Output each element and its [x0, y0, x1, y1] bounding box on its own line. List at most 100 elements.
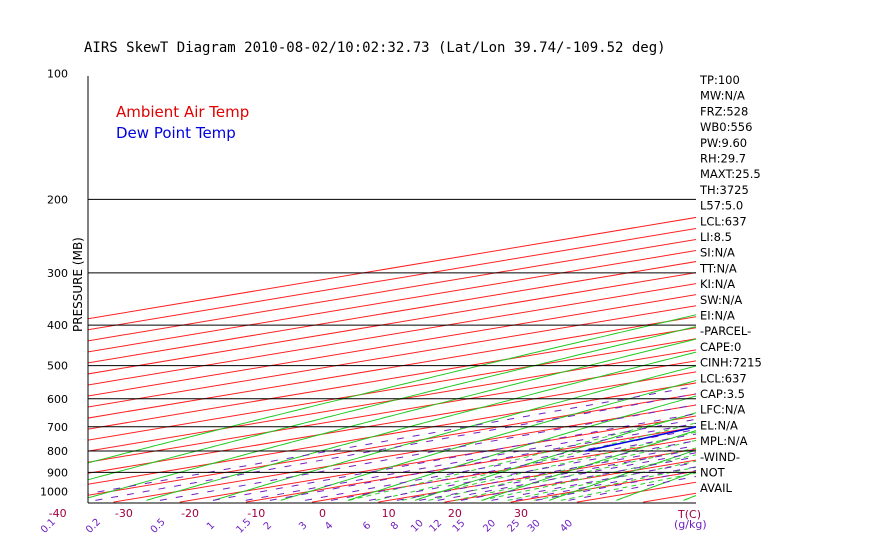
mixing-ratio-tick-label: 1: [205, 520, 217, 532]
legend-dew-point-temp: Dew Point Temp: [116, 124, 236, 142]
moist-adiabat-line: [401, 431, 696, 501]
ambient-air-temp-point: [759, 441, 760, 442]
mixing-ratio-line: [437, 452, 696, 501]
index-label: PW:9.60: [700, 136, 747, 150]
pressure-tick-label: 400: [47, 319, 68, 332]
mixing-ratio-tick-label: 8: [389, 520, 401, 532]
mixing-ratio-line: [491, 461, 696, 501]
dry-adiabat-line: [481, 430, 696, 501]
bottom-temp-tick-label: 10: [382, 507, 396, 520]
pressure-tick-label: 500: [47, 360, 68, 373]
isotherm-line: [88, 216, 696, 320]
mixing-ratio-unit: (g/kg): [674, 518, 707, 531]
isotherm-line: [179, 415, 696, 503]
mixing-ratio-tick-label: 6: [361, 520, 373, 532]
dry-adiabat-line: [751, 54, 870, 500]
bottom-temp-tick-label: -30: [115, 507, 133, 520]
dew-point-temp-point: [584, 450, 587, 452]
dry-adiabat-line: [414, 412, 696, 501]
dry-adiabat-line: [213, 365, 696, 501]
mixing-ratio-tick-label: 3: [297, 520, 309, 532]
mixing-ratio-line: [88, 385, 696, 495]
index-label: LI:8.5: [700, 230, 732, 244]
isotherm-line: [88, 338, 696, 441]
dry-adiabat-line: [280, 380, 696, 501]
index-label: SI:N/A: [700, 246, 735, 260]
mixing-ratio-line: [245, 418, 696, 501]
pressure-tick-label: 100: [47, 68, 68, 81]
ambient-air-temp-line: [743, 74, 870, 452]
index-label: -PARCEL-: [700, 324, 751, 338]
mixing-ratio-tick-label: 30: [526, 518, 543, 535]
index-label: WB0:556: [700, 120, 752, 134]
index-label: MAXT:25.5: [700, 167, 761, 181]
profiles: [584, 74, 870, 452]
mixing-ratio-tick-label: 4: [323, 520, 335, 532]
index-label: TP:100: [699, 73, 740, 87]
pressure-tick-label: 1000: [40, 486, 68, 499]
dry-adiabat-line: [88, 314, 696, 464]
bottom-temp-tick-label: -10: [247, 507, 265, 520]
isotherm-line: [113, 404, 696, 503]
pressure-tick-label: 300: [47, 267, 68, 280]
mixing-ratio-line: [269, 422, 696, 501]
moist-adiabat-line: [454, 447, 696, 501]
isotherm-line: [88, 272, 696, 375]
pressure-lines: [88, 198, 696, 473]
mixing-ratio-tick-label: 25: [506, 518, 523, 535]
index-label: EI:N/A: [700, 309, 735, 323]
index-label: AVAIL: [700, 481, 733, 495]
mixing-ratio-tick-label: 0.2: [84, 517, 103, 536]
isotherm-line: [88, 261, 696, 364]
bottom-temp-tick-label: 20: [448, 507, 462, 520]
mixing-ratio-line: [305, 428, 696, 501]
dry-adiabat-line: [146, 351, 696, 501]
mixing-ratio-line: [95, 393, 696, 501]
chart-title: AIRS SkewT Diagram 2010-08-02/10:02:32.7…: [84, 40, 666, 56]
index-label: KI:N/A: [700, 277, 735, 291]
ambient-air-temp-point: [743, 450, 744, 451]
index-label: TT:N/A: [699, 261, 737, 275]
index-label: LCL:637: [700, 214, 747, 228]
dry-adiabat-line: [88, 326, 696, 481]
mixing-ratio-line: [515, 466, 696, 501]
mixing-ratio-tick-label: 2: [262, 520, 274, 532]
mixing-ratio-tick-label: 12: [428, 518, 445, 535]
dry-adiabat-line: [88, 338, 696, 499]
legend-ambient-air-temp: Ambient Air Temp: [116, 103, 249, 121]
mixing-ratio-line: [212, 413, 696, 501]
bottom-temp-tick-label: 30: [514, 507, 528, 520]
mixing-ratio-line: [396, 445, 696, 501]
bottom-temp-tick-label: -20: [181, 507, 199, 520]
index-label: RH:29.7: [700, 152, 746, 166]
isotherm-line: [88, 371, 696, 474]
mixing-ratio-line: [330, 433, 696, 501]
index-label: SW:N/A: [700, 293, 742, 307]
mixing-ratio-tick-label: 40: [558, 518, 575, 535]
isotherm-line: [312, 437, 696, 503]
mixing-ratio-line: [159, 404, 696, 501]
bottom-temp-tick-label: 0: [319, 507, 326, 520]
dew-point-temp-point: [695, 426, 696, 427]
pressure-tick-label: 800: [47, 445, 68, 458]
moist-adiabat-line: [428, 439, 696, 501]
isotherm-line: [88, 227, 696, 331]
mixing-ratio-tick-label: 20: [481, 518, 498, 535]
pressure-tick-label: 900: [47, 466, 68, 479]
moist-adiabat-line: [375, 422, 696, 501]
index-label: LFC:N/A: [700, 403, 745, 417]
index-label: CAP:3.5: [700, 387, 745, 401]
index-label: LCL:637: [700, 371, 747, 385]
moist-adiabat-line: [481, 454, 696, 501]
index-label: CAPE:0: [700, 340, 741, 354]
isotherm-line: [88, 250, 696, 353]
bottom-temp-tick-label: -40: [49, 507, 67, 520]
isotherm-line: [378, 448, 696, 503]
dry-adiabat-line: [549, 449, 696, 501]
dew-point-temp-point: [835, 398, 836, 399]
index-label: L57:5.0: [700, 199, 743, 213]
mixing-ratio-tick-label: 15: [451, 518, 468, 535]
index-label: MPL:N/A: [700, 434, 748, 448]
